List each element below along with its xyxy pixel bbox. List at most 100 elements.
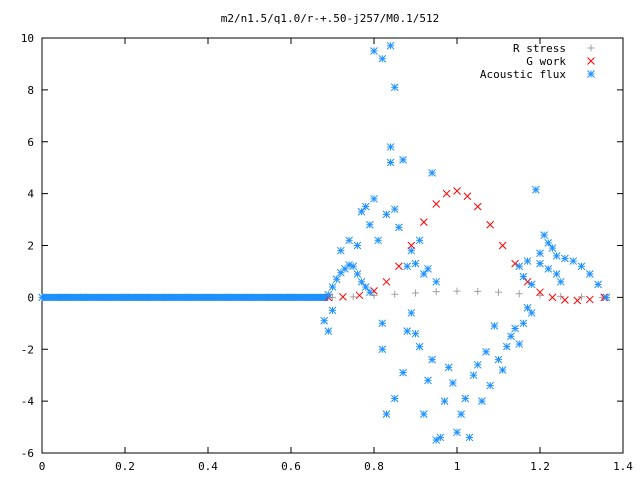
data-point <box>141 293 150 302</box>
data-point <box>353 241 362 250</box>
data-point <box>419 218 428 227</box>
data-point <box>349 293 357 301</box>
series-0 <box>329 287 606 301</box>
data-point <box>540 231 549 239</box>
data-point <box>332 275 341 284</box>
data-point <box>411 259 420 268</box>
data-point <box>395 262 403 271</box>
data-marks <box>38 41 611 444</box>
data-point <box>469 371 478 380</box>
data-point <box>465 433 474 442</box>
data-point <box>507 332 515 341</box>
data-point <box>490 322 499 330</box>
data-point <box>345 236 353 245</box>
y-tick-label: -4 <box>21 395 35 408</box>
data-point <box>341 264 349 273</box>
x-tick-label: 1 <box>454 460 461 473</box>
data-point <box>355 291 364 300</box>
data-point <box>424 264 432 273</box>
data-point <box>324 290 333 299</box>
data-point <box>403 262 412 271</box>
data-point <box>544 239 553 247</box>
data-point <box>378 319 387 328</box>
data-point <box>121 293 129 302</box>
data-point <box>519 319 528 328</box>
legend-marker <box>587 44 595 52</box>
data-point <box>436 433 445 442</box>
data-point <box>461 394 470 403</box>
data-point <box>552 252 561 260</box>
data-point <box>329 293 336 301</box>
data-point <box>339 293 347 301</box>
data-point <box>378 54 387 63</box>
data-point <box>474 287 482 295</box>
chart-title: m2/n1.5/q1.0/r-+.50-j257/M0.1/512 <box>221 12 440 25</box>
data-point <box>374 236 383 245</box>
data-point <box>531 185 540 194</box>
data-point <box>79 293 88 302</box>
data-point <box>432 200 441 208</box>
legend-label: R stress <box>513 42 566 55</box>
data-point <box>386 158 395 167</box>
data-point <box>386 41 395 50</box>
data-point <box>349 262 358 271</box>
data-point <box>365 220 374 229</box>
data-point <box>594 280 602 289</box>
y-tick-label: -2 <box>21 343 34 356</box>
axis-ticks: 0 0.2 0.4 0.6 0.8 1 1.2 1.4 -6 -4 -2 0 2 4 6 8 10 <box>21 32 634 473</box>
data-point <box>183 293 192 302</box>
data-point <box>536 288 544 297</box>
data-point <box>585 270 594 278</box>
data-point <box>561 296 569 304</box>
data-point <box>432 277 441 286</box>
data-point <box>382 410 391 418</box>
data-point <box>453 287 461 295</box>
x-tick-label: 0.4 <box>198 460 218 473</box>
data-point <box>357 207 366 216</box>
data-point <box>495 288 502 296</box>
data-point <box>403 327 412 335</box>
data-point <box>561 254 569 263</box>
x-tick-label: 1.4 <box>613 460 633 473</box>
legend-label: Acoustic flux <box>480 68 566 81</box>
data-point <box>307 293 316 302</box>
y-tick-label: 2 <box>27 240 34 253</box>
data-point <box>382 210 391 219</box>
data-point <box>415 342 424 351</box>
data-point <box>58 293 67 302</box>
data-point <box>527 309 536 317</box>
data-point <box>519 272 528 281</box>
data-point <box>552 270 561 278</box>
data-point <box>442 189 451 198</box>
data-point <box>328 283 337 291</box>
data-point <box>390 205 399 214</box>
data-point <box>457 410 466 418</box>
data-point <box>548 293 557 302</box>
x-tick-label: 0.8 <box>364 460 384 473</box>
data-point <box>336 246 345 255</box>
data-point <box>266 293 275 302</box>
data-point <box>395 223 403 232</box>
data-point <box>585 295 594 304</box>
series-2 <box>38 41 611 444</box>
plot-frame <box>41 37 624 454</box>
data-point <box>324 327 333 335</box>
data-point <box>515 262 524 271</box>
data-point <box>391 290 399 298</box>
y-tick-label: 0 <box>27 291 34 304</box>
data-point <box>515 340 524 348</box>
data-point <box>515 290 523 298</box>
data-point <box>361 283 370 291</box>
data-point <box>320 316 329 325</box>
data-point <box>578 293 585 301</box>
data-point <box>486 381 495 390</box>
data-point <box>412 289 419 297</box>
legend-marker <box>587 57 595 65</box>
data-point <box>602 293 611 302</box>
x-tick-label: 0.2 <box>115 460 135 473</box>
data-point <box>473 360 482 369</box>
data-point <box>453 428 461 437</box>
data-point <box>544 264 553 273</box>
data-point <box>473 202 482 211</box>
data-point <box>511 324 519 333</box>
